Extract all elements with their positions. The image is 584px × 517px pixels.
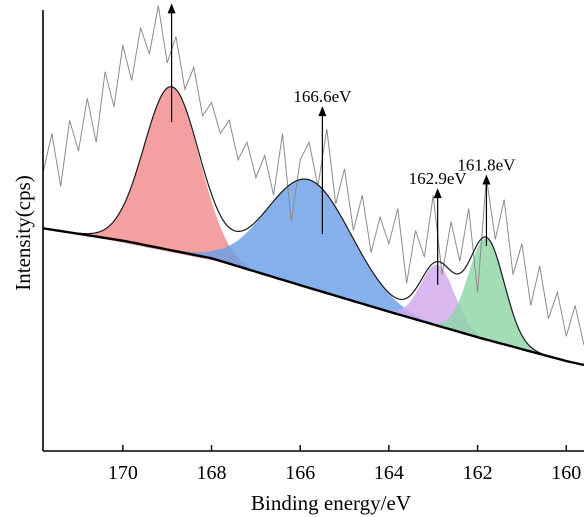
x-tick-label: 170 xyxy=(108,462,138,484)
annotation-label: 162.9eV xyxy=(409,169,468,188)
annotation-arrow-head xyxy=(318,106,327,117)
axes xyxy=(42,10,584,452)
peak-161-8-fill xyxy=(422,238,551,357)
x-tick-label: 162 xyxy=(463,462,493,484)
raw-data-line xyxy=(42,5,584,346)
annotation-arrow-head xyxy=(482,174,491,185)
peak-168-9-fill xyxy=(72,87,252,268)
annotation-label: 161.8eV xyxy=(457,155,516,174)
background-baseline xyxy=(42,227,584,367)
peak-fills xyxy=(72,87,551,357)
x-tick-label: 168 xyxy=(197,462,227,484)
fit-envelope-line xyxy=(42,85,584,366)
y-axis-title: Intensity(cps) xyxy=(11,175,35,290)
x-ticks: 170 168 166 164 162 160 xyxy=(108,445,581,484)
peak-166-6-fill xyxy=(157,179,461,333)
curves xyxy=(42,5,584,367)
annotation-arrow-head xyxy=(167,3,176,14)
x-tick-label: 164 xyxy=(374,462,404,484)
annotation-arrow-head xyxy=(433,188,442,199)
x-tick-label: 166 xyxy=(285,462,315,484)
x-axis-title: Binding energy/eV xyxy=(251,491,411,515)
annotation-label: 168.9eV xyxy=(143,0,202,3)
annotation-label: 166.6eV xyxy=(293,87,352,106)
x-tick-label: 160 xyxy=(551,462,581,484)
